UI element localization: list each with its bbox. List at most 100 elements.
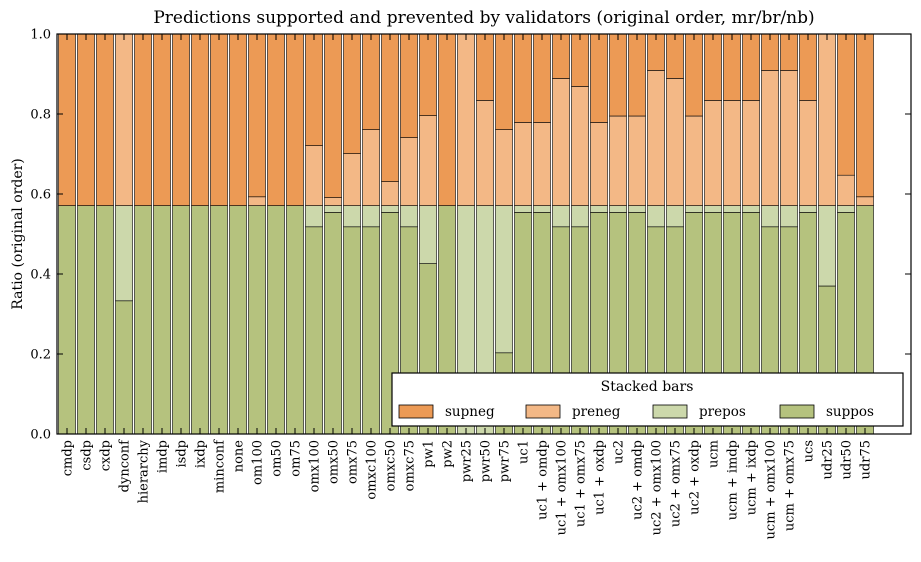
x-tick-label-uc2-oxdp: uc2 + oxdp (688, 440, 703, 515)
bar-suppos-cxdp (96, 205, 114, 435)
bar-preneg-udr50 (837, 174, 855, 206)
bar-preneg-pwr25 (457, 33, 475, 206)
x-tick-label-uc1-omx100: uc1 + omx100 (555, 440, 570, 535)
y-tick-label: 0.8 (30, 108, 51, 123)
bar-preneg-uc2-omdp (628, 115, 646, 206)
x-tick-label-pwr75: pwr75 (498, 440, 513, 482)
bar-preneg-omxc75 (400, 137, 418, 206)
x-axis: cmdp csdp cxdp dynconf hierarchy imdp isdp ixdp… (61, 34, 874, 539)
bar-prepos-omx100 (305, 205, 323, 228)
bar-prepos-ucm-omx75 (780, 205, 798, 228)
legend-label-prepos: prepos (699, 404, 746, 420)
x-tick-label-pwr50: pwr50 (479, 440, 494, 482)
bar-prepos-pwr75 (495, 205, 513, 354)
bar-supneg-omx50 (324, 33, 342, 198)
bar-supneg-omxc100 (362, 33, 380, 130)
x-tick-label-pw2: pw2 (441, 440, 456, 468)
bar-supneg-minconf (210, 33, 228, 206)
bar-supneg-uc2-oxdp (685, 33, 703, 117)
x-tick-label-om100: om100 (251, 440, 266, 485)
bar-preneg-omx50 (324, 197, 342, 206)
x-tick-label-ixdp: ixdp (194, 440, 209, 468)
bar-preneg-ucm-omx100 (761, 70, 779, 206)
bar-prepos-ucm-imdp (723, 205, 741, 213)
x-tick-label-ucm-omx100: ucm + omx100 (764, 440, 779, 539)
x-tick-label-udr25: udr25 (821, 440, 836, 479)
bar-supneg-uc1-omx100 (552, 33, 570, 79)
bar-supneg-omx75 (343, 33, 361, 154)
y-axis: 0.0 0.2 0.4 0.6 0.8 1.0 (30, 28, 911, 443)
bar-preneg-pwr75 (495, 129, 513, 206)
bar-preneg-uc1 (514, 122, 532, 206)
bar-prepos-ucm-ixdp (742, 205, 760, 213)
bar-supneg-imdp (153, 33, 171, 206)
y-tick-label: 0.2 (30, 348, 51, 363)
bar-preneg-pwr50 (476, 100, 494, 206)
bar-supneg-none (229, 33, 247, 206)
bar-supneg-udr75 (856, 33, 874, 198)
legend-swatch-prepos (652, 404, 688, 419)
bar-prepos-omx50 (324, 205, 342, 213)
x-tick-label-om75: om75 (289, 440, 304, 477)
bar-prepos-uc1-omdp (533, 205, 551, 213)
bar-supneg-pwr75 (495, 33, 513, 130)
x-tick-label-ucm-imdp: ucm + imdp (726, 440, 741, 520)
bar-supneg-ucm-imdp (723, 33, 741, 101)
legend-swatch-supneg (398, 404, 434, 419)
bar-supneg-udr50 (837, 33, 855, 176)
x-tick-label-uc2: uc2 (612, 440, 627, 464)
bar-supneg-pwr50 (476, 33, 494, 101)
bar-suppos-ixdp (191, 205, 209, 435)
legend: Stacked bars supneg preneg prepos suppos (391, 372, 904, 427)
x-tick-label-ucm-ixdp: ucm + ixdp (745, 440, 760, 515)
x-tick-label-omx100: omx100 (308, 440, 323, 492)
bar-supneg-ucs (799, 33, 817, 101)
x-tick-label-udr50: udr50 (840, 440, 855, 479)
bar-supneg-ucm (704, 33, 722, 101)
bar-prepos-dynconf (115, 205, 133, 302)
bar-supneg-isdp (172, 33, 190, 206)
bar-prepos-ucm-omx100 (761, 205, 779, 228)
x-tick-label-ucs: ucs (802, 440, 817, 462)
y-tick-label: 1.0 (30, 28, 51, 43)
bar-preneg-udr75 (856, 196, 874, 206)
legend-box (391, 372, 904, 427)
bar-supneg-pw2 (438, 33, 456, 206)
bar-suppos-minconf (210, 205, 228, 435)
bar-prepos-ucm (704, 205, 722, 213)
x-tick-label-pw1: pw1 (422, 440, 437, 468)
bar-preneg-dynconf (115, 33, 133, 206)
bar-suppos-om50 (267, 205, 285, 435)
bar-supneg-uc2-omx75 (666, 33, 684, 79)
bar-preneg-ucs (799, 100, 817, 206)
bar-suppos-omx100 (305, 226, 323, 435)
bar-supneg-om50 (267, 33, 285, 206)
bar-prepos-udr25 (818, 205, 836, 287)
bar-supneg-csdp (77, 33, 95, 206)
bar-preneg-ucm-ixdp (742, 100, 760, 206)
x-tick-label-uc1-omx75: uc1 + omx75 (574, 440, 589, 527)
bar-prepos-ucs (799, 205, 817, 213)
y-axis-label: Ratio (original order) (10, 158, 26, 310)
bar-supneg-om100 (248, 33, 266, 198)
bar-preneg-omxc50 (381, 181, 399, 206)
bar-supneg-omxc75 (400, 33, 418, 138)
bar-suppos-none (229, 205, 247, 435)
x-tick-label-csdp: csdp (80, 440, 95, 471)
x-tick-label-cmdp: cmdp (61, 440, 76, 476)
bar-prepos-uc2-oxdp (685, 205, 703, 213)
x-tick-label-omxc100: omxc100 (365, 440, 380, 500)
bar-supneg-uc2-omdp (628, 33, 646, 117)
chart-title: Predictions supported and prevented by v… (153, 8, 814, 28)
bar-supneg-uc1 (514, 33, 532, 123)
bar-suppos-om100 (248, 205, 266, 435)
x-tick-label-cxdp: cxdp (99, 440, 114, 471)
bar-suppos-omx50 (324, 212, 342, 435)
bar-suppos-hierarchy (134, 205, 152, 435)
bar-suppos-cmdp (58, 205, 76, 435)
bar-prepos-uc1-oxdp (590, 205, 608, 213)
bar-preneg-omxc100 (362, 129, 380, 206)
x-tick-label-ucm: ucm (707, 440, 722, 468)
x-tick-label-uc2-omx100: uc2 + omx100 (650, 440, 665, 535)
bar-suppos-dynconf (115, 300, 133, 435)
